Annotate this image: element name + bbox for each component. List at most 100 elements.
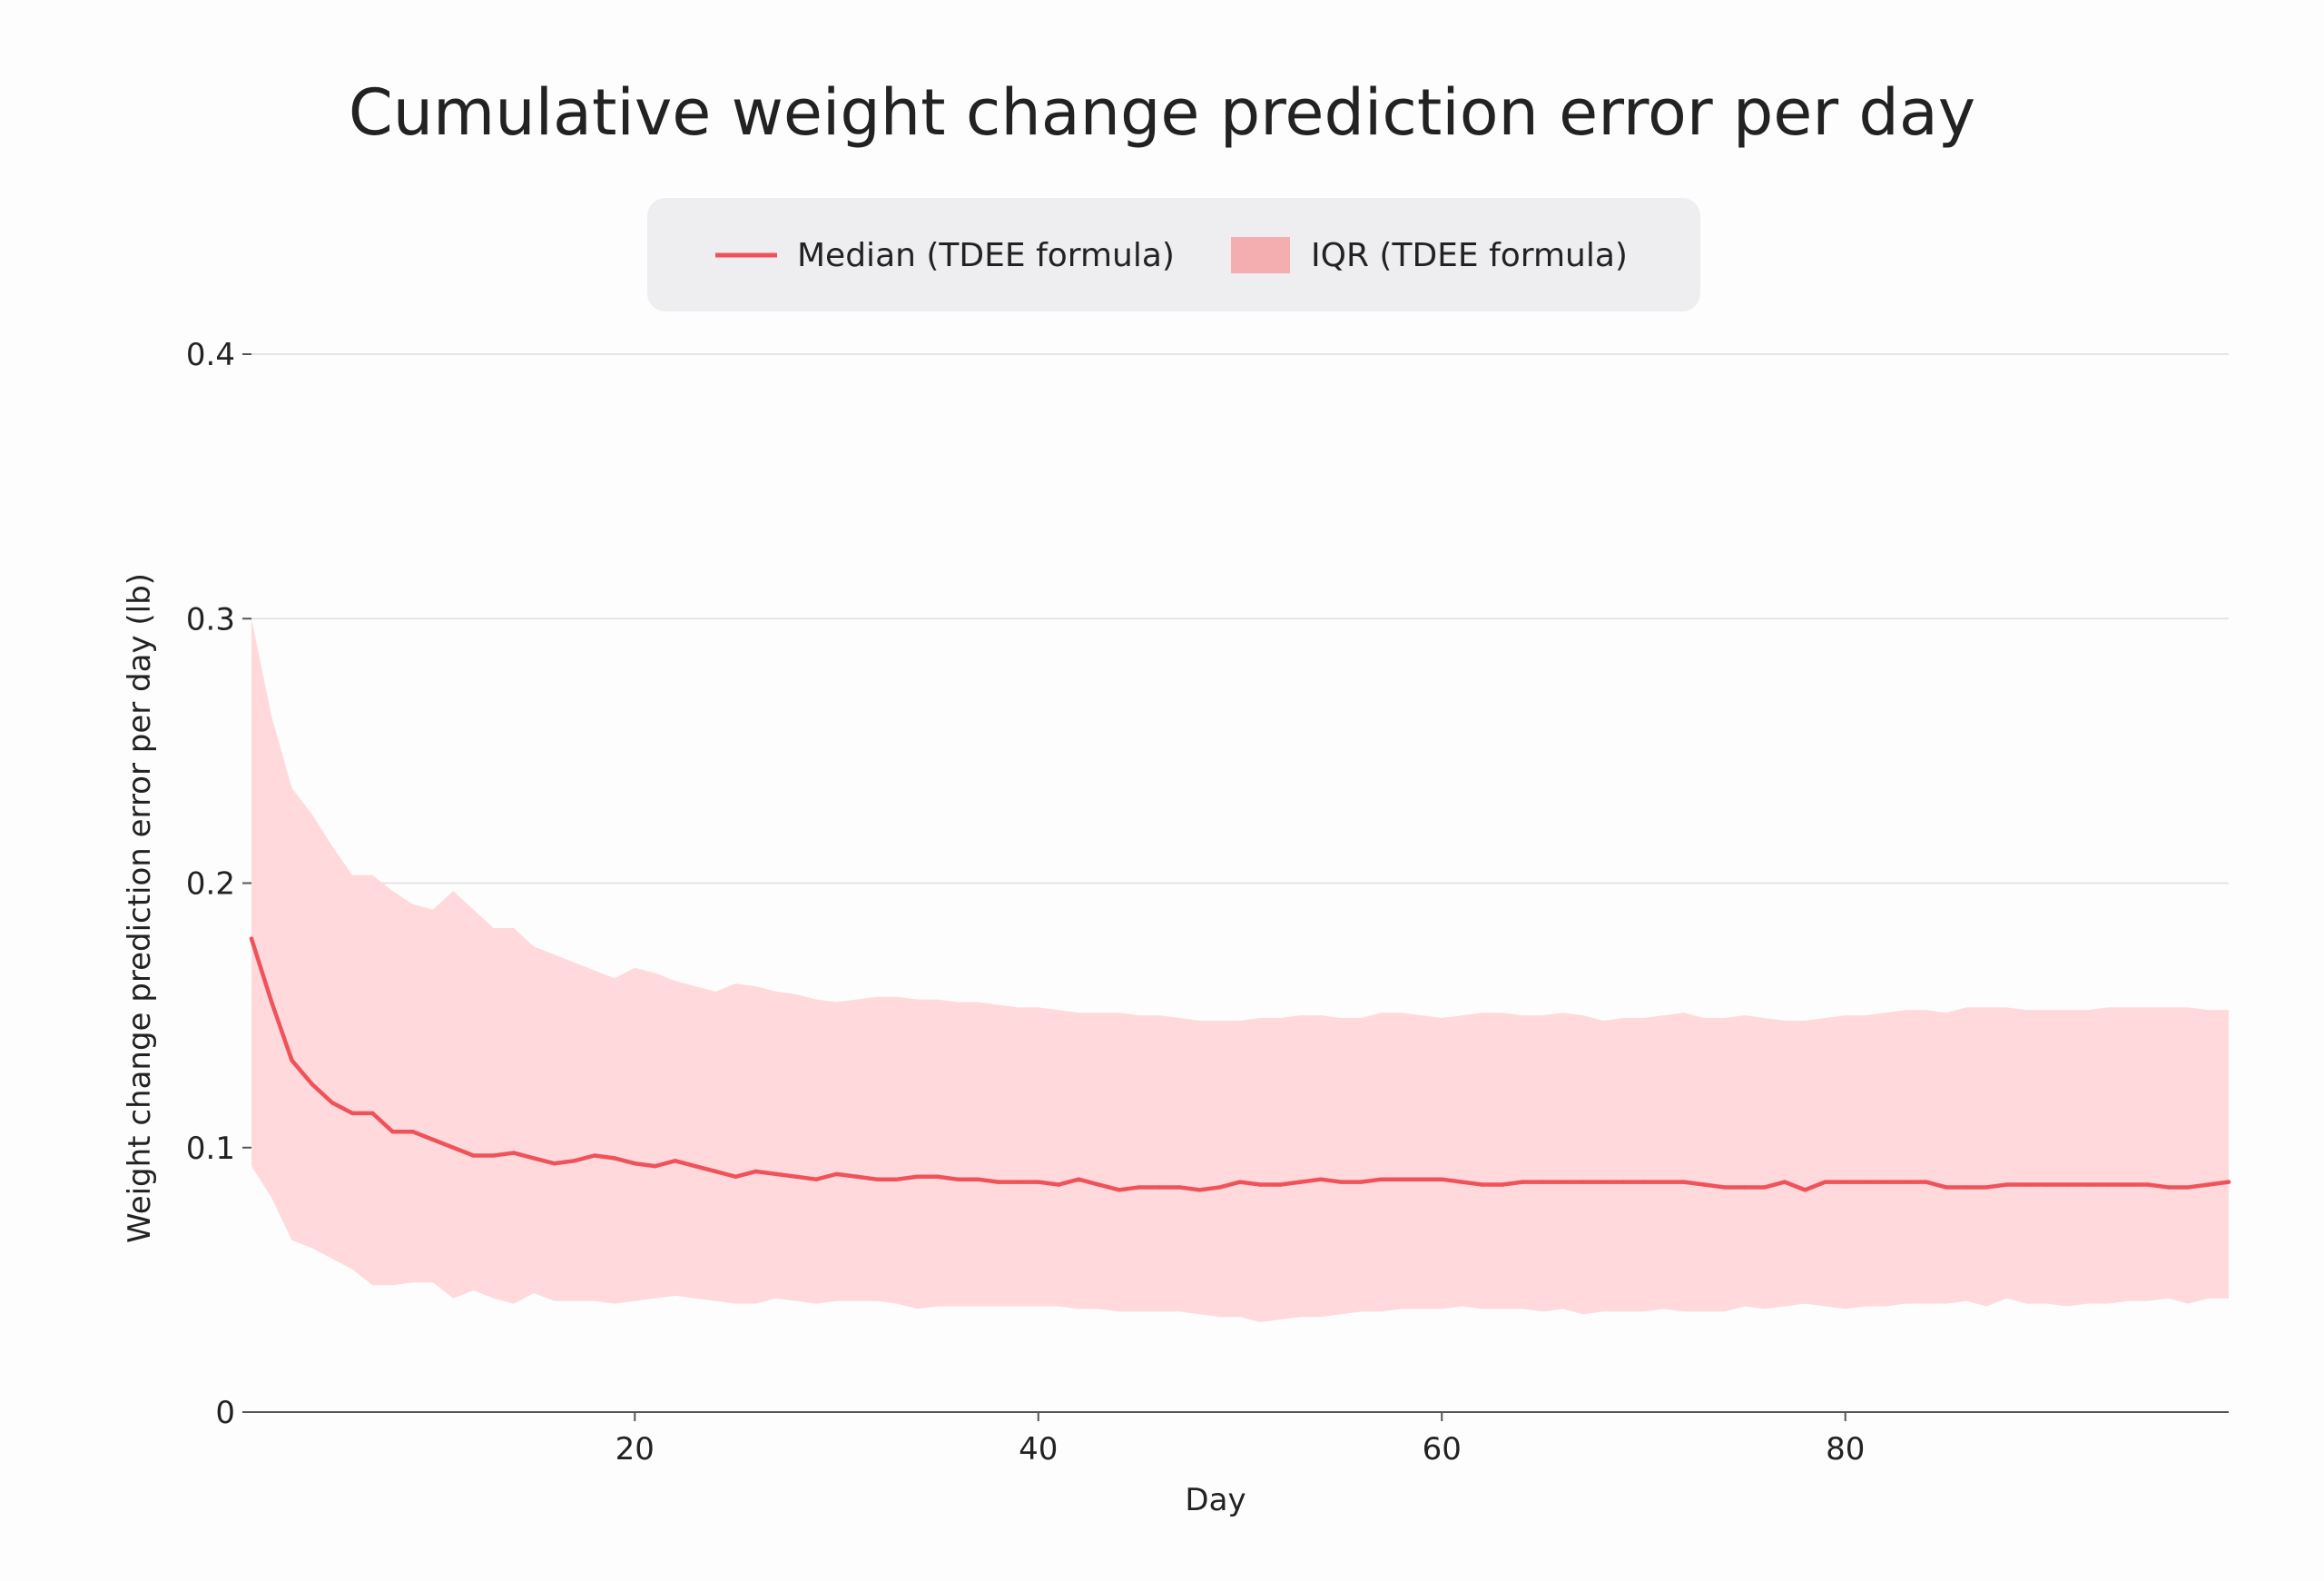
median-point	[1581, 1180, 1586, 1184]
x-tick-label: 40	[1019, 1431, 1058, 1467]
median-point	[1803, 1188, 1807, 1192]
median-point	[1379, 1177, 1384, 1181]
y-tick-label: 0.3	[186, 601, 235, 637]
median-point	[653, 1163, 657, 1169]
median-point	[955, 1177, 960, 1181]
median-point	[249, 936, 254, 941]
median-point	[1843, 1180, 1847, 1184]
legend-background	[647, 198, 1700, 311]
median-point	[410, 1130, 415, 1134]
median-point	[894, 1177, 900, 1181]
median-point	[1863, 1180, 1868, 1184]
median-point	[270, 1000, 274, 1004]
iqr-layer	[251, 618, 2229, 1322]
median-point	[511, 1151, 517, 1155]
median-point	[1419, 1177, 1424, 1181]
median-point	[1440, 1177, 1444, 1181]
median-point	[693, 1163, 698, 1169]
x-tick-label: 80	[1826, 1431, 1865, 1467]
median-point	[310, 1082, 314, 1087]
median-point	[935, 1174, 940, 1179]
median-point	[1359, 1180, 1364, 1184]
y-tick-label: 0.2	[186, 866, 235, 903]
median-point	[1077, 1177, 1081, 1181]
median-point	[592, 1153, 597, 1158]
median-point	[1924, 1180, 1928, 1184]
median-point	[350, 1111, 355, 1116]
median-point	[1460, 1180, 1464, 1184]
median-point	[1137, 1185, 1142, 1190]
median-point	[390, 1130, 395, 1134]
median-point	[814, 1177, 819, 1181]
y-tick-label: 0	[215, 1395, 235, 1431]
median-point	[1157, 1185, 1162, 1190]
median-point	[491, 1153, 496, 1158]
median-point	[1399, 1177, 1403, 1181]
median-point	[1258, 1182, 1263, 1187]
median-point	[471, 1153, 476, 1158]
median-point	[1036, 1180, 1040, 1184]
y-axis-label: Weight change prediction error per day (…	[122, 573, 158, 1243]
median-point	[2024, 1182, 2029, 1187]
legend: Median (TDEE formula) IQR (TDEE formula)	[647, 198, 1700, 311]
median-point	[633, 1161, 637, 1166]
median-point	[2105, 1182, 2110, 1187]
median-point	[874, 1177, 880, 1181]
median-point	[2186, 1185, 2191, 1190]
median-point	[1097, 1182, 1101, 1187]
median-point	[1520, 1180, 1525, 1184]
median-layer	[249, 936, 2231, 1192]
median-point	[2125, 1182, 2131, 1187]
median-point	[753, 1169, 758, 1174]
median-point	[1762, 1185, 1768, 1190]
median-point	[975, 1177, 980, 1181]
legend-median-label: Median (TDEE formula)	[797, 237, 1175, 274]
median-point	[1742, 1185, 1747, 1190]
median-point	[773, 1171, 779, 1177]
median-point	[612, 1156, 617, 1161]
median-point	[330, 1101, 335, 1105]
median-point	[734, 1174, 738, 1179]
median-point	[2145, 1182, 2151, 1187]
median-point	[430, 1137, 436, 1142]
x-ticks: 20 40 60 80	[615, 1412, 1865, 1467]
x-tick-label: 60	[1423, 1431, 1462, 1467]
median-point	[1298, 1180, 1303, 1184]
median-point	[1883, 1180, 1888, 1184]
median-point	[2166, 1185, 2171, 1190]
median-point	[1318, 1177, 1324, 1181]
x-tick-label: 20	[615, 1431, 655, 1467]
y-tick-label: 0.1	[186, 1131, 235, 1167]
median-point	[2206, 1182, 2211, 1187]
legend-iqr-swatch	[1231, 237, 1290, 273]
median-point	[1984, 1185, 1989, 1190]
median-point	[290, 1058, 294, 1062]
median-point	[1944, 1185, 1949, 1190]
median-point	[1661, 1180, 1666, 1184]
median-point	[834, 1171, 839, 1177]
median-point	[572, 1159, 576, 1163]
median-point	[1016, 1180, 1020, 1184]
chart-title: Cumulative weight change prediction erro…	[349, 75, 1975, 150]
median-point	[1641, 1180, 1646, 1184]
median-point	[1056, 1182, 1061, 1187]
x-axis-label: Day	[1185, 1482, 1246, 1518]
median-point	[2065, 1182, 2070, 1187]
median-point	[2044, 1182, 2050, 1187]
median-point	[1701, 1182, 1707, 1187]
y-ticks: 0 0.1 0.2 0.3 0.4	[186, 337, 251, 1431]
median-point	[1600, 1180, 1606, 1184]
median-point	[915, 1174, 920, 1179]
legend-iqr-label: IQR (TDEE formula)	[1311, 237, 1628, 274]
median-point	[1197, 1188, 1202, 1192]
y-tick-label: 0.4	[186, 337, 235, 373]
median-point	[1823, 1180, 1827, 1184]
median-point	[1722, 1185, 1727, 1190]
median-point	[451, 1145, 456, 1150]
median-point	[2085, 1182, 2090, 1187]
median-point	[673, 1159, 677, 1163]
median-point	[1621, 1180, 1626, 1184]
median-point	[1117, 1188, 1121, 1192]
median-point	[2226, 1180, 2231, 1184]
